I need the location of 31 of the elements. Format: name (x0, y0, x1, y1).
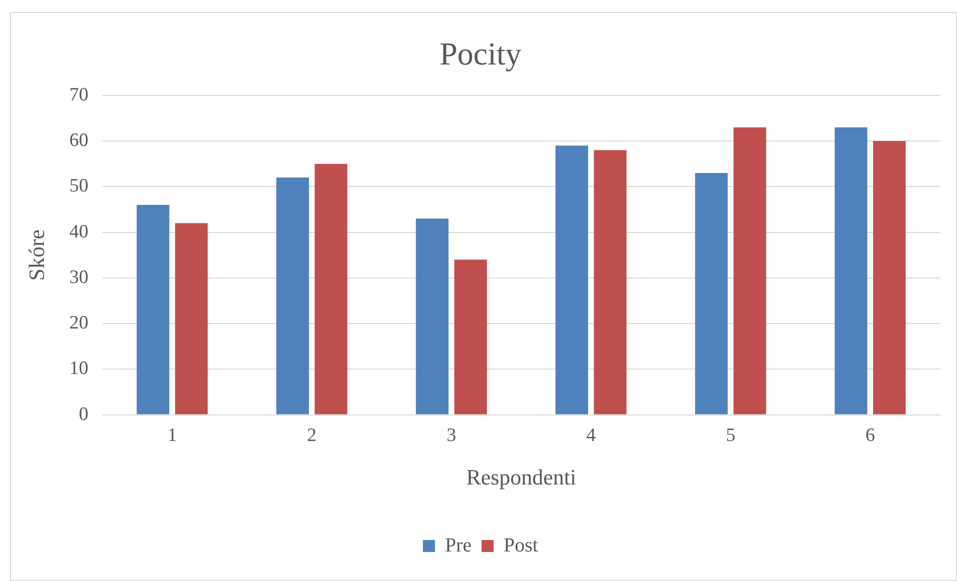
bar (136, 204, 170, 414)
x-tick-label: 6 (865, 425, 875, 446)
y-tick-label: 30 (69, 266, 88, 288)
bar (873, 141, 906, 414)
y-axis-title: Skóre (24, 229, 49, 281)
x-tick-label: 4 (586, 425, 596, 446)
bar (695, 172, 728, 414)
x-tick-label: 3 (446, 425, 456, 446)
legend-label: Post (504, 534, 539, 556)
bar (314, 164, 348, 414)
bar (733, 127, 766, 414)
chart-title: Pocity (440, 36, 522, 72)
x-tick-label: 2 (307, 425, 317, 446)
bar (416, 218, 449, 414)
x-tick-label: 5 (726, 425, 736, 446)
y-tick-label: 10 (69, 358, 88, 380)
y-tick-label: 40 (69, 221, 88, 242)
y-tick-label: 70 (69, 84, 88, 106)
y-tick-label: 50 (69, 176, 88, 197)
bar (555, 146, 588, 414)
bar (594, 150, 627, 414)
legend-label: Pre (444, 534, 472, 556)
bar (276, 178, 309, 414)
bar (175, 223, 208, 414)
y-tick-label: 60 (69, 130, 88, 152)
bar (454, 260, 487, 414)
y-tick-label: 0 (78, 404, 88, 425)
x-axis-title: Respondenti (466, 464, 576, 490)
bar (834, 127, 868, 414)
x-tick-label: 1 (167, 425, 177, 446)
y-tick-label: 20 (69, 312, 88, 334)
